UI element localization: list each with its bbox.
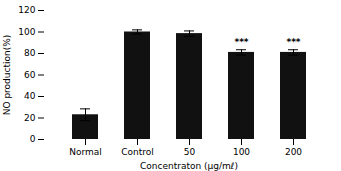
svg-text:0: 0 — [30, 134, 36, 144]
svg-text:Concentraton (μg/mℓ): Concentraton (μg/mℓ) — [140, 161, 238, 171]
svg-text:120: 120 — [18, 5, 35, 15]
svg-text:40: 40 — [24, 91, 36, 101]
svg-text:200: 200 — [285, 147, 302, 157]
svg-text:Control: Control — [121, 147, 154, 157]
svg-text:NO production(%): NO production(%) — [2, 35, 12, 116]
svg-text:***: *** — [286, 37, 300, 47]
svg-text:60: 60 — [24, 70, 36, 80]
svg-text:80: 80 — [24, 48, 36, 58]
svg-text:***: *** — [234, 37, 248, 47]
svg-text:20: 20 — [24, 113, 36, 123]
svg-text:100: 100 — [18, 27, 35, 37]
svg-text:100: 100 — [233, 147, 250, 157]
svg-text:Normal: Normal — [69, 147, 102, 157]
svg-text:50: 50 — [184, 147, 196, 157]
